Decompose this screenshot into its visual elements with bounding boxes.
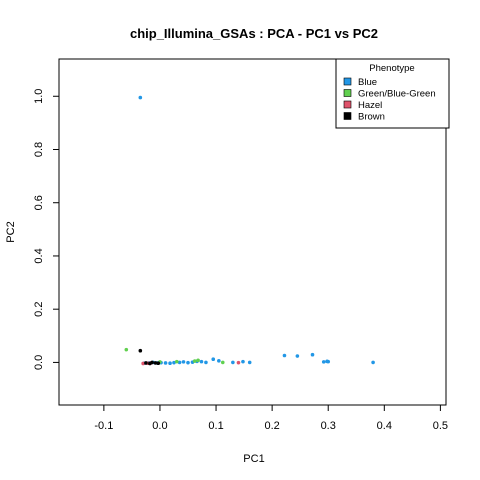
x-tick-label: 0.1 bbox=[208, 420, 223, 432]
point-blue bbox=[139, 96, 143, 100]
legend-swatch bbox=[344, 113, 351, 120]
point-blue bbox=[217, 359, 221, 363]
y-axis: 0.0 0.2 0.4 0.6 0.8 1.0 bbox=[33, 89, 59, 370]
point-brown bbox=[156, 361, 160, 365]
point-blue bbox=[231, 361, 235, 365]
point-blue bbox=[211, 357, 215, 361]
y-tick-label: 1.0 bbox=[33, 89, 45, 104]
point-brown bbox=[139, 349, 143, 353]
y-tick-label: 0.8 bbox=[33, 142, 45, 157]
point-blue bbox=[164, 361, 168, 365]
point-brown bbox=[150, 361, 154, 365]
point-green-blue-green bbox=[193, 359, 197, 363]
point-blue bbox=[168, 361, 172, 365]
x-tick-label: 0.4 bbox=[377, 420, 392, 432]
y-tick-label: 0.2 bbox=[33, 302, 45, 317]
y-axis-label: PC2 bbox=[5, 221, 17, 242]
legend-swatch bbox=[344, 78, 351, 85]
data-points bbox=[125, 96, 375, 365]
y-tick-label: 0.4 bbox=[33, 248, 45, 263]
y-tick-label: 0.0 bbox=[33, 355, 45, 370]
legend-label: Hazel bbox=[358, 100, 382, 111]
legend-label: Blue bbox=[358, 77, 377, 88]
point-blue bbox=[241, 360, 245, 364]
x-axis-label: PC1 bbox=[243, 453, 264, 465]
legend-title: Phenotype bbox=[369, 63, 414, 74]
point-blue bbox=[371, 361, 375, 365]
x-tick-label: -0.1 bbox=[94, 420, 113, 432]
legend-swatch bbox=[344, 101, 351, 108]
y-tick-label: 0.6 bbox=[33, 195, 45, 210]
x-tick-label: 0.0 bbox=[152, 420, 167, 432]
point-blue bbox=[283, 354, 287, 358]
legend-label: Brown bbox=[358, 112, 385, 123]
point-green-blue-green bbox=[125, 348, 129, 352]
x-tick-label: 0.2 bbox=[264, 420, 279, 432]
x-tick-label: 0.5 bbox=[433, 420, 448, 432]
point-green-blue-green bbox=[196, 358, 200, 362]
point-blue bbox=[311, 353, 315, 357]
point-blue bbox=[296, 354, 300, 358]
point-hazel bbox=[237, 361, 241, 365]
x-axis: -0.1 0.0 0.1 0.2 0.3 0.4 0.5 bbox=[94, 405, 448, 432]
chart-title: chip_Illumina_GSAs : PCA - PC1 vs PC2 bbox=[130, 26, 378, 41]
point-blue bbox=[326, 360, 330, 364]
legend-label: Green/Blue-Green bbox=[358, 89, 436, 100]
x-tick-label: 0.3 bbox=[321, 420, 336, 432]
legend-swatch bbox=[344, 90, 351, 97]
point-brown bbox=[144, 361, 148, 365]
point-blue bbox=[182, 360, 186, 364]
point-blue bbox=[204, 361, 208, 365]
point-blue bbox=[248, 361, 252, 365]
point-blue bbox=[200, 360, 204, 364]
point-blue bbox=[322, 360, 326, 364]
point-green-blue-green bbox=[175, 360, 179, 364]
point-green-blue-green bbox=[221, 361, 225, 365]
point-blue bbox=[186, 361, 190, 365]
